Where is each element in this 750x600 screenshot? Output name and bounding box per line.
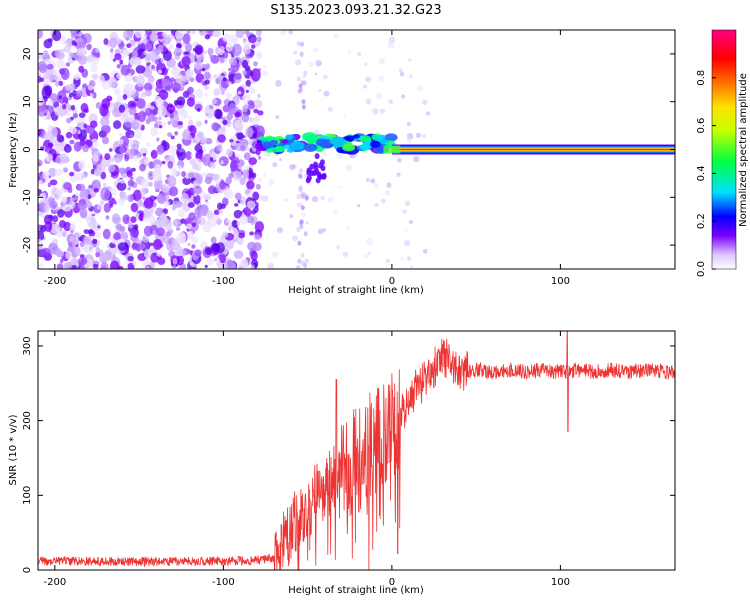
snr-panel: -200 -100 0 100 0 100 200 300 Height of straigh… bbox=[8, 330, 676, 596]
colorbar-tick-label: 0.2 bbox=[696, 213, 707, 229]
snr-frame bbox=[37, 330, 676, 571]
colorbar-gradient bbox=[711, 29, 737, 270]
colorbar-tick-label: 0.0 bbox=[696, 261, 707, 277]
snr-y-tick-label: 0 bbox=[22, 567, 33, 573]
colorbar-tick-label: 0.4 bbox=[696, 165, 707, 181]
spectrogram-y-tick-label: 0 bbox=[22, 146, 33, 152]
spectrogram-y-axis-label: Frequency (Hz) bbox=[8, 112, 19, 188]
spectrogram-y-tick-label: -20 bbox=[22, 237, 33, 253]
snr-x-tick-label: -100 bbox=[212, 577, 235, 588]
spectrogram-x-axis-label: Height of straight line (km) bbox=[288, 285, 424, 296]
spectrogram-y-tick-label: -10 bbox=[22, 189, 33, 205]
colorbar-tick-label: 0.6 bbox=[696, 118, 707, 134]
snr-y-axis-label: SNR (10 * v/v) bbox=[8, 414, 19, 485]
spectrogram-x-tick-label: -100 bbox=[212, 276, 235, 287]
figure-title: S135.2023.093.21.32.G23 bbox=[270, 3, 441, 18]
colorbar-label: Normalized spectral amplitude bbox=[738, 73, 749, 227]
colorbar: 0.0 0.2 0.4 0.6 0.8 Normalized spectral ampl… bbox=[696, 29, 749, 277]
colorbar-tick-label: 0.8 bbox=[696, 70, 707, 86]
snr-x-tick-label: 0 bbox=[389, 577, 395, 588]
carrier-band bbox=[391, 148, 675, 151]
snr-y-tick-label: 100 bbox=[22, 486, 33, 505]
spectrogram-x-tick-label: -200 bbox=[44, 276, 67, 287]
snr-series-line bbox=[38, 331, 675, 570]
spectrogram-y-tick-label: 20 bbox=[22, 48, 33, 61]
snr-y-tick-label: 200 bbox=[22, 411, 33, 430]
snr-x-tick-label: -200 bbox=[44, 577, 67, 588]
snr-x-axis-label: Height of straight line (km) bbox=[288, 585, 424, 596]
snr-x-tick-label: 100 bbox=[551, 577, 570, 588]
spectrogram-image bbox=[38, 30, 675, 269]
snr-y-tick-label: 300 bbox=[22, 336, 33, 355]
spectrogram-x-tick-label: 0 bbox=[389, 276, 395, 287]
spectrogram-y-tick-label: 10 bbox=[22, 95, 33, 108]
spectrogram-x-tick-label: 100 bbox=[551, 276, 570, 287]
